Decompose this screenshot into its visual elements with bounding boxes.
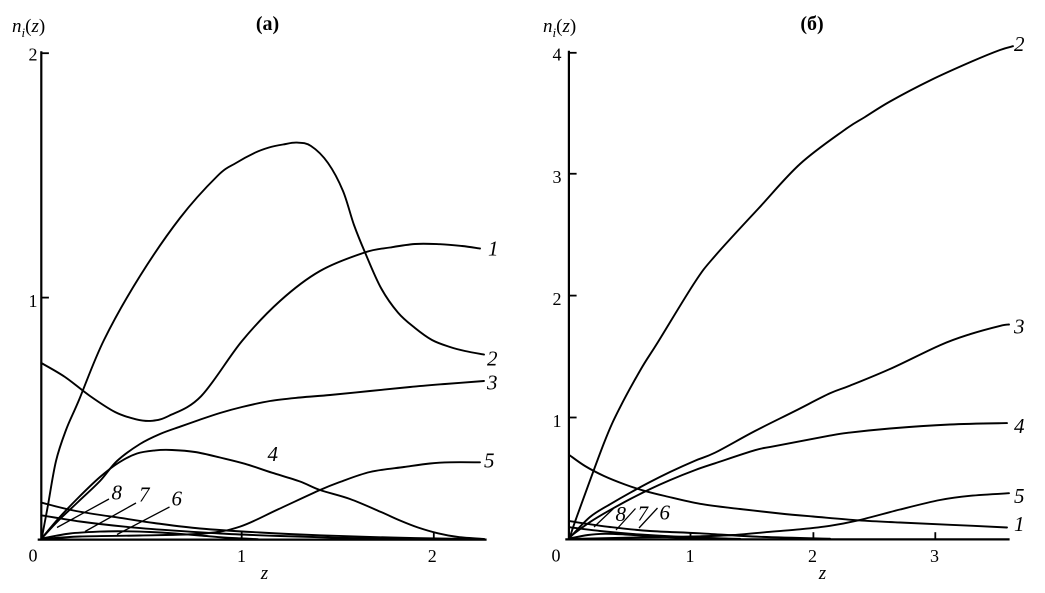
svg-text:1: 1 — [686, 546, 695, 566]
svg-text:2: 2 — [428, 546, 437, 566]
svg-text:ni(z): ni(z) — [12, 16, 45, 40]
svg-text:7: 7 — [638, 502, 650, 526]
svg-text:4: 4 — [553, 44, 562, 64]
svg-text:0: 0 — [552, 546, 561, 566]
svg-text:1: 1 — [553, 411, 562, 431]
svg-text:2: 2 — [487, 346, 498, 370]
svg-text:5: 5 — [1014, 484, 1025, 508]
svg-text:z: z — [818, 563, 827, 584]
svg-text:3: 3 — [930, 546, 939, 566]
svg-text:8: 8 — [616, 502, 627, 526]
svg-text:3: 3 — [553, 167, 562, 187]
svg-text:8: 8 — [112, 481, 123, 505]
svg-text:6: 6 — [172, 487, 183, 511]
svg-text:2: 2 — [553, 289, 562, 309]
svg-text:4: 4 — [268, 442, 279, 466]
svg-text:1: 1 — [237, 546, 246, 566]
svg-text:5: 5 — [484, 449, 495, 473]
svg-text:2: 2 — [808, 546, 817, 566]
svg-text:z: z — [260, 563, 269, 584]
svg-text:1: 1 — [488, 237, 499, 261]
svg-text:1: 1 — [1014, 512, 1025, 536]
svg-text:(б): (б) — [800, 13, 823, 35]
svg-text:2: 2 — [29, 44, 38, 64]
svg-text:3: 3 — [1013, 315, 1025, 339]
svg-text:6: 6 — [660, 501, 671, 525]
svg-text:ni(z): ni(z) — [543, 16, 576, 40]
svg-text:1: 1 — [29, 291, 38, 311]
svg-text:0: 0 — [29, 546, 38, 566]
svg-text:2: 2 — [1014, 32, 1025, 56]
svg-text:(а): (а) — [256, 13, 279, 35]
svg-text:3: 3 — [486, 371, 498, 395]
svg-text:7: 7 — [139, 483, 151, 507]
svg-text:4: 4 — [1014, 414, 1025, 438]
